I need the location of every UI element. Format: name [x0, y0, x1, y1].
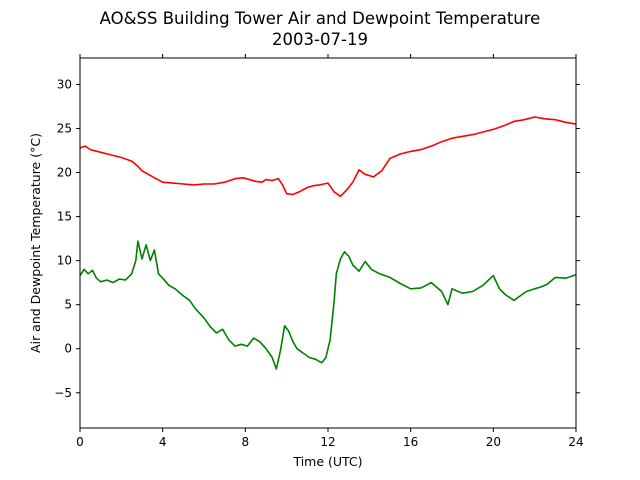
x-tick-label: 0: [76, 435, 84, 449]
y-tick-label: −5: [54, 386, 72, 400]
y-tick-label: 5: [64, 298, 72, 312]
x-tick-label: 12: [320, 435, 335, 449]
x-tick-label: 24: [568, 435, 583, 449]
y-tick-label: 0: [64, 342, 72, 356]
y-tick-label: 20: [57, 166, 72, 180]
y-tick-label: 25: [57, 121, 72, 135]
x-tick-label: 4: [159, 435, 167, 449]
y-tick-label: 15: [57, 210, 72, 224]
y-tick-label: 30: [57, 77, 72, 91]
x-tick-label: 8: [242, 435, 250, 449]
plot-frame: [79, 57, 577, 429]
x-tick-label: 20: [486, 435, 501, 449]
series-line-1: [79, 116, 577, 198]
series-line-2: [79, 240, 577, 370]
chart-title: AO&SS Building Tower Air and Dewpoint Te…: [100, 9, 541, 28]
x-axis-label: Time (UTC): [292, 454, 362, 469]
series-layer: [79, 116, 577, 370]
tick-layer: 0 4 8 12 16 20 24 −5 0 5 10 15 20 25 30: [54, 54, 584, 449]
chart-subtitle: 2003-07-19: [272, 30, 368, 49]
y-tick-label: 10: [57, 254, 72, 268]
x-tick-label: 16: [403, 435, 418, 449]
y-axis-label: Air and Dewpoint Temperature (°C): [28, 133, 43, 353]
